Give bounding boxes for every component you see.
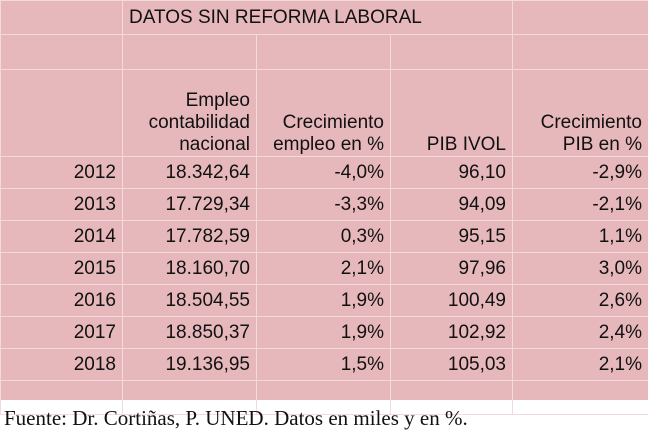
pib-cell: 100,49 [390,284,513,317]
crecimiento-empleo-cell: -4,0% [256,156,391,189]
header-crecimiento-empleo: Crecimiento empleo en % [256,69,391,157]
crecimiento-pib-cell: 2,4% [512,316,648,349]
pib-cell: 105,03 [390,348,513,381]
table-row: 2015 18.160,70 2,1% 97,96 3,0% [0,252,648,285]
table-row: 2018 19.136,95 1,5% 105,03 2,1% [0,348,648,381]
crecimiento-empleo-cell: 2,1% [256,252,391,285]
empty-cell [122,380,257,415]
table-title: DATOS SIN REFORMA LABORAL [122,0,513,35]
crecimiento-pib-cell: 1,1% [512,220,648,253]
header-row: Empleo contabilidad nacional Crecimiento… [0,69,648,157]
crecimiento-pib-cell: -2,1% [512,188,648,221]
header-crecimiento-pib: Crecimiento PIB en % [512,69,648,157]
crecimiento-empleo-cell: -3,3% [256,188,391,221]
header-pib: PIB IVOL [390,69,513,157]
crecimiento-empleo-cell: 1,9% [256,316,391,349]
title-row: DATOS SIN REFORMA LABORAL [0,0,648,35]
crecimiento-pib-cell: 2,1% [512,348,648,381]
empleo-cell: 18.160,70 [122,252,257,285]
pib-cell: 102,92 [390,316,513,349]
empty-cell [256,34,391,70]
year-cell: 2017 [0,316,123,349]
table-row: 2013 17.729,34 -3,3% 94,09 -2,1% [0,188,648,221]
crecimiento-pib-cell: 3,0% [512,252,648,285]
crecimiento-empleo-cell: 1,5% [256,348,391,381]
table-row: 2016 18.504,55 1,9% 100,49 2,6% [0,284,648,317]
empleo-cell: 18.504,55 [122,284,257,317]
year-cell: 2016 [0,284,123,317]
table-row: 2014 17.782,59 0,3% 95,15 1,1% [0,220,648,253]
empty-cell [390,380,513,415]
blank-row [0,34,648,70]
empty-cell [0,0,123,35]
crecimiento-empleo-cell: 0,3% [256,220,391,253]
empleo-cell: 17.782,59 [122,220,257,253]
year-cell: 2012 [0,156,123,189]
empty-cell [390,34,513,70]
pib-cell: 94,09 [390,188,513,221]
crecimiento-empleo-cell: 1,9% [256,284,391,317]
crecimiento-pib-cell: 2,6% [512,284,648,317]
pib-cell: 95,15 [390,220,513,253]
year-cell: 2018 [0,348,123,381]
blank-row [0,380,648,415]
data-table: DATOS SIN REFORMA LABORAL Empleo contabi… [0,0,648,415]
empleo-cell: 18.850,37 [122,316,257,349]
empty-cell [512,34,648,70]
header-empleo: Empleo contabilidad nacional [122,69,257,157]
crecimiento-pib-cell: -2,9% [512,156,648,189]
pib-cell: 96,10 [390,156,513,189]
empty-cell [122,34,257,70]
empty-cell [512,380,648,415]
header-year [0,69,123,157]
pib-cell: 97,96 [390,252,513,285]
empty-cell [0,34,123,70]
empleo-cell: 17.729,34 [122,188,257,221]
empty-cell [256,380,391,415]
empleo-cell: 18.342,64 [122,156,257,189]
empty-cell [512,0,648,35]
spreadsheet-area: DATOS SIN REFORMA LABORAL Empleo contabi… [0,0,648,415]
year-cell: 2014 [0,220,123,253]
table-row: 2012 18.342,64 -4,0% 96,10 -2,9% [0,156,648,189]
year-cell: 2013 [0,188,123,221]
empleo-cell: 19.136,95 [122,348,257,381]
empty-cell [0,380,123,415]
year-cell: 2015 [0,252,123,285]
source-note: Fuente: Dr. Cortiñas, P. UNED. Datos en … [4,406,468,430]
table-row: 2017 18.850,37 1,9% 102,92 2,4% [0,316,648,349]
